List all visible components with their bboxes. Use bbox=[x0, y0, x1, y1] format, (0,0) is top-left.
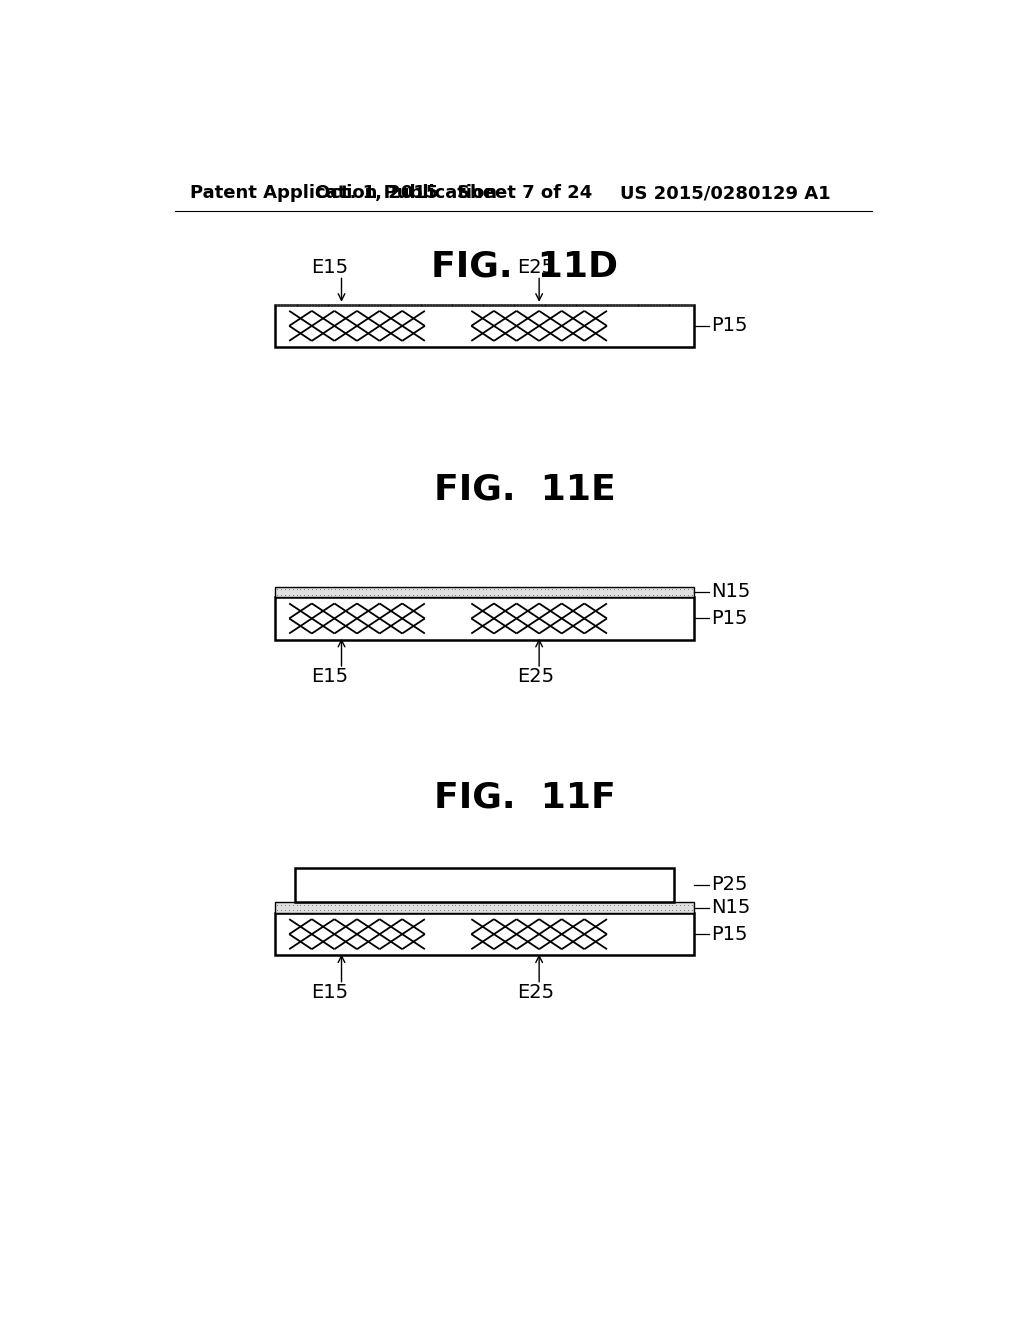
Text: P15: P15 bbox=[712, 925, 749, 944]
Text: N15: N15 bbox=[712, 898, 751, 917]
Text: E15: E15 bbox=[311, 259, 348, 277]
Text: E25: E25 bbox=[517, 667, 554, 686]
Text: E15: E15 bbox=[311, 983, 348, 1002]
Bar bbox=[275, 903, 693, 913]
Bar bbox=[275, 597, 693, 640]
Text: Oct. 1, 2015   Sheet 7 of 24: Oct. 1, 2015 Sheet 7 of 24 bbox=[314, 183, 592, 202]
Bar bbox=[295, 867, 675, 874]
Text: US 2015/0280129 A1: US 2015/0280129 A1 bbox=[621, 183, 830, 202]
Text: P25: P25 bbox=[712, 875, 749, 895]
Text: FIG.  11F: FIG. 11F bbox=[434, 780, 615, 814]
Text: E25: E25 bbox=[517, 259, 554, 277]
Text: Patent Application Publication: Patent Application Publication bbox=[190, 183, 497, 202]
Text: E25: E25 bbox=[517, 983, 554, 1002]
Text: E15: E15 bbox=[311, 667, 348, 686]
Text: P15: P15 bbox=[712, 317, 749, 335]
Bar bbox=[275, 913, 693, 956]
Text: P15: P15 bbox=[712, 609, 749, 628]
Bar bbox=[295, 867, 675, 903]
Text: FIG.  11D: FIG. 11D bbox=[431, 249, 618, 284]
Bar bbox=[275, 305, 693, 347]
Text: N15: N15 bbox=[712, 582, 751, 602]
Text: FIG.  11E: FIG. 11E bbox=[434, 473, 615, 507]
Bar bbox=[275, 586, 693, 598]
